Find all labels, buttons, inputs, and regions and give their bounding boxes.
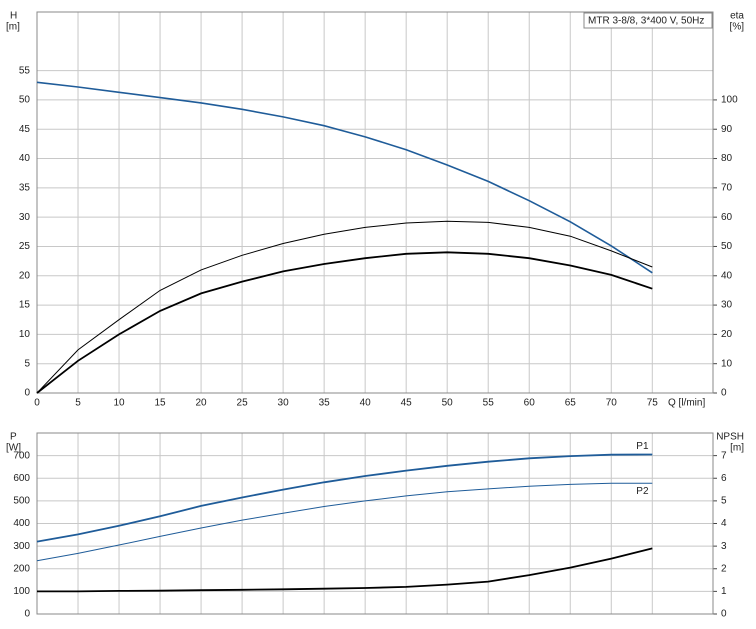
curve (36, 453, 653, 543)
y-tick-label: 10 (19, 329, 31, 340)
x-tick-label: 40 (360, 398, 372, 409)
x-tick-label: 65 (565, 398, 577, 409)
series-label: P2 (636, 486, 649, 497)
y2-tick-label: 0 (721, 609, 727, 620)
y2-tick-label: 40 (721, 270, 733, 281)
y-tick-label: 50 (19, 95, 31, 106)
y-tick-label: 0 (24, 609, 30, 620)
y2-tick-label: 90 (721, 124, 733, 135)
x-tick-label: 35 (319, 398, 331, 409)
plot-frame (36, 432, 714, 615)
x-tick-label: 0 (34, 398, 40, 409)
x-tick-label: 10 (113, 398, 125, 409)
y-tick-label: 55 (19, 65, 31, 76)
plot-frame (36, 11, 714, 394)
y2-tick-label: 10 (721, 358, 733, 369)
y-tick-label: 0 (24, 388, 30, 399)
y2-tick-label: 60 (721, 212, 733, 223)
y-axis-label: P (10, 432, 17, 443)
y2-tick-label: 3 (721, 541, 727, 552)
x-tick-label: 25 (237, 398, 249, 409)
y-tick-label: 20 (19, 270, 31, 281)
annotation: MTR 3-8/8, 3*400 V, 50Hz (588, 16, 704, 27)
curve (36, 81, 653, 274)
y2-tick-label: 30 (721, 300, 733, 311)
x-tick-label: 75 (647, 398, 659, 409)
x-tick-label: 60 (524, 398, 536, 409)
y2-axis-label: NPSH (716, 432, 744, 443)
x-tick-label: 15 (154, 398, 166, 409)
x-tick-label: 55 (483, 398, 495, 409)
x-tick-label: 70 (606, 398, 618, 409)
y2-tick-label: 100 (721, 95, 738, 106)
y-axis-label: H (10, 11, 17, 22)
y2-tick-label: 4 (721, 518, 727, 529)
y-tick-label: 500 (13, 496, 30, 507)
y-tick-label: 600 (13, 473, 30, 484)
x-tick-label: 50 (442, 398, 454, 409)
y-tick-label: 30 (19, 212, 31, 223)
y-tick-label: 35 (19, 182, 31, 193)
y2-tick-label: 20 (721, 329, 733, 340)
y-tick-label: 700 (13, 450, 30, 461)
curve (36, 482, 653, 562)
series-label: P1 (636, 441, 649, 452)
x-tick-label: 5 (75, 398, 81, 409)
y2-axis-label: [m] (730, 443, 744, 454)
y-tick-label: 200 (13, 563, 30, 574)
y-tick-label: 15 (19, 300, 31, 311)
x-tick-label: 45 (401, 398, 413, 409)
y-axis-label: [W] (6, 443, 21, 454)
curve (37, 547, 653, 593)
x-tick-label: 30 (278, 398, 290, 409)
y-tick-label: 400 (13, 518, 30, 529)
y2-tick-label: 70 (721, 182, 733, 193)
y-tick-label: 100 (13, 586, 30, 597)
x-axis-label: Q [l/min] (668, 398, 705, 409)
y-tick-label: 45 (19, 124, 31, 135)
y2-tick-label: 0 (721, 388, 727, 399)
y2-axis-label: eta (730, 11, 744, 22)
y-tick-label: 5 (24, 358, 30, 369)
y2-axis-label: [%] (730, 22, 745, 33)
x-tick-label: 20 (196, 398, 208, 409)
y-tick-label: 300 (13, 541, 30, 552)
y2-tick-label: 5 (721, 496, 727, 507)
curve (36, 251, 653, 394)
y-tick-label: 40 (19, 153, 31, 164)
y2-tick-label: 80 (721, 153, 733, 164)
annotation-box (583, 12, 713, 29)
curve (36, 220, 653, 394)
y-axis-label: [m] (6, 22, 20, 33)
y2-tick-label: 1 (721, 586, 727, 597)
y2-tick-label: 7 (721, 450, 727, 461)
y-tick-label: 25 (19, 241, 31, 252)
y2-tick-label: 2 (721, 563, 727, 574)
y2-tick-label: 50 (721, 241, 733, 252)
y2-tick-label: 6 (721, 473, 727, 484)
